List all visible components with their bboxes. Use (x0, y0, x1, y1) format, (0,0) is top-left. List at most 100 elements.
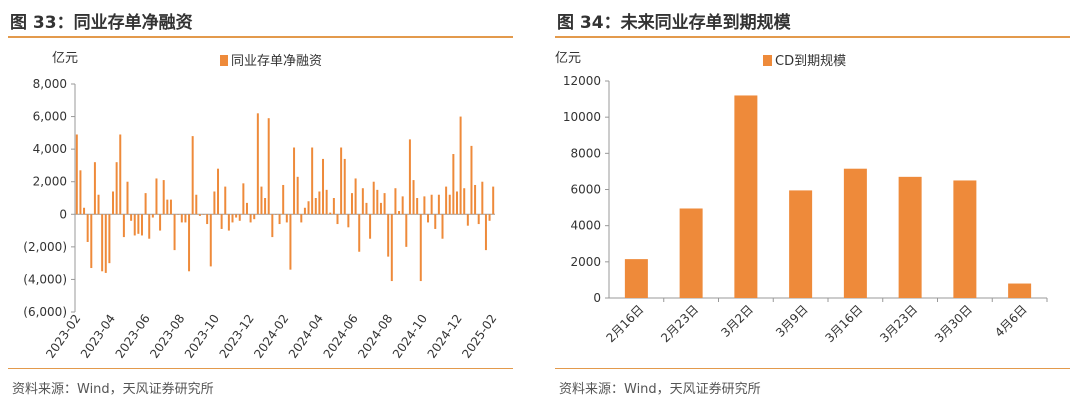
bar (282, 184, 285, 215)
bar (108, 214, 111, 264)
bar (437, 194, 440, 215)
y-axis-label: 亿元 (52, 51, 78, 66)
bar (289, 214, 292, 270)
bar (144, 193, 147, 215)
x-tick-label: 3月30日 (932, 302, 975, 345)
y-tick-label: 4000 (570, 219, 601, 233)
bar (434, 214, 437, 229)
y-tick-label: 6000 (570, 183, 601, 197)
bar (90, 214, 93, 269)
bar (206, 214, 209, 225)
y-tick-label: 12000 (563, 74, 601, 88)
bar (452, 154, 455, 215)
bar (445, 186, 448, 215)
bar (166, 199, 169, 215)
bar (79, 170, 82, 215)
bar (843, 168, 867, 298)
bar (195, 194, 198, 215)
bar (169, 199, 172, 215)
bar (235, 214, 238, 218)
x-tick-label: 2月23日 (658, 302, 701, 345)
bar (173, 214, 176, 251)
y-axis-label: 亿元 (555, 51, 581, 66)
bar (372, 181, 375, 215)
bar (354, 178, 357, 215)
cd-maturity-chart: 亿元 CD到期规模 0 2000 4000 6000 8000 10000 12000 2月16日… (555, 51, 1048, 345)
bar (151, 214, 154, 218)
bar (278, 214, 281, 225)
bar (137, 214, 140, 234)
bar (155, 178, 158, 215)
bar (336, 214, 339, 225)
bar (231, 214, 234, 223)
bar (398, 211, 401, 215)
bar (122, 214, 125, 238)
bar (253, 214, 256, 220)
bar (484, 214, 487, 251)
bar (455, 191, 458, 215)
bar (343, 158, 346, 215)
bar (260, 186, 263, 215)
legend-swatch (220, 55, 228, 66)
bar (115, 162, 118, 215)
x-tick-label: 3月2日 (718, 302, 756, 340)
bar (423, 196, 426, 215)
bar (191, 136, 194, 215)
bar (358, 214, 361, 252)
bar (405, 214, 408, 247)
bar (369, 214, 372, 239)
bar (140, 214, 143, 236)
bar (126, 181, 129, 215)
bar (474, 184, 477, 215)
bar (416, 198, 419, 215)
bar (789, 190, 813, 298)
bar (274, 214, 277, 215)
chart-panel-left: 图 33：同业存单净融资 亿元 同业存单净融资 8,000 6,000 4,000 2,0… (0, 0, 520, 402)
bar (271, 214, 274, 238)
bar (238, 214, 241, 221)
bar (202, 214, 205, 215)
bar (379, 202, 382, 215)
title-rule-right (555, 36, 1070, 38)
bar (463, 188, 466, 215)
bar (734, 95, 758, 298)
bar (477, 214, 480, 225)
legend-swatch (763, 55, 772, 66)
bar (307, 201, 310, 215)
bar (387, 214, 390, 257)
bar (177, 214, 180, 215)
bar (83, 207, 86, 215)
bar (492, 186, 495, 215)
bar (376, 189, 379, 215)
bar (220, 214, 223, 229)
bar (322, 158, 325, 215)
y-tick-label: (6,000) (23, 305, 67, 319)
y-tick-label: (4,000) (23, 272, 67, 286)
bar (285, 214, 288, 223)
bar (242, 183, 245, 215)
bar (209, 214, 212, 267)
bar (112, 191, 115, 215)
bar (300, 214, 303, 223)
x-tick-label: 3月16日 (822, 302, 865, 345)
y-tick-label: 4,000 (33, 142, 67, 156)
bar (408, 139, 411, 215)
chart-panel-right: 图 34：未来同业存单到期规模 亿元 CD到期规模 0 2000 4000 6000 800… (547, 0, 1080, 402)
x-tick-label: 2月16日 (603, 302, 646, 345)
bar (86, 214, 89, 242)
bar (133, 214, 136, 236)
bar (347, 214, 350, 228)
bar (340, 147, 343, 215)
bar (198, 214, 201, 216)
bar (1008, 283, 1032, 298)
bar (332, 198, 335, 215)
bar (953, 180, 977, 298)
y-tick-label: 6,000 (33, 110, 67, 124)
net-financing-chart: 亿元 同业存单净融资 8,000 6,000 4,000 2,000 0 (2,000) (4,… (23, 51, 499, 361)
x-tick-label: 3月23日 (877, 302, 920, 345)
bar (159, 214, 162, 231)
bar (296, 176, 299, 215)
bar (97, 194, 100, 215)
bar (350, 193, 353, 215)
bar (427, 214, 430, 223)
